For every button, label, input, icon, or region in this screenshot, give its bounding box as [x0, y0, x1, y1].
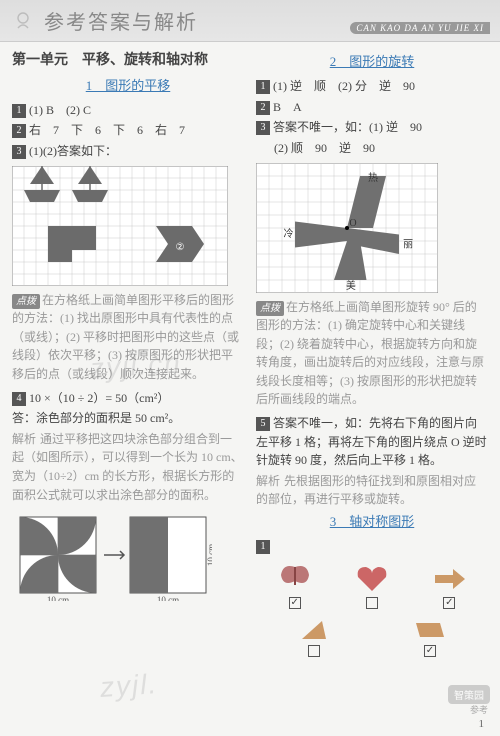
- check-row-2: ✓: [256, 645, 488, 657]
- composite-diagram: 10 cm 10 cm 10 cm: [12, 509, 244, 607]
- r-q5-exp-label: 解析: [256, 474, 280, 488]
- header-icon: [10, 8, 36, 34]
- q4-answer: 答：涂色部分的面积是 50 cm²。: [12, 409, 244, 428]
- r-q5-text: 答案不唯一，如：先将右下角的图片向左平移 1 格；再将左下角的图片绕点 O 逆时…: [256, 416, 487, 467]
- check-1: ✓: [289, 597, 301, 609]
- q3: 3(1)(2)答案如下：: [12, 142, 244, 161]
- q4-exp: 解析通过平移把这四块涂色部分组合到一起（如图所示），可以得到一个长为 10 cm…: [12, 430, 244, 504]
- tip2-text: 在方格纸上画简单图形旋转 90° 后的图形的方法：(1) 确定旋转中心和关键线段…: [256, 300, 484, 407]
- check-2: [366, 597, 378, 609]
- check-4: [308, 645, 320, 657]
- page-number: 1: [479, 718, 485, 730]
- tip1-text: 在方格纸上画简单图形平移后的图形的方法：(1) 找出原图形中具有代表性的点（或线…: [12, 293, 239, 381]
- q3-text: (1)(2)答案如下：: [29, 144, 117, 158]
- page-header: 参考答案与解析 CAN KAO DA AN YU JIE XI: [0, 0, 500, 42]
- qnum-4: 4: [12, 392, 26, 406]
- page-body: 第一单元 平移、旋转和轴对称 1 图形的平移 1(1) B (2) C 2右 7…: [0, 42, 500, 712]
- svg-text:丽: 丽: [403, 239, 413, 250]
- grid1-svg: ②: [12, 166, 228, 286]
- q4-exp-label: 解析: [12, 432, 36, 446]
- shape-butterfly: [275, 561, 315, 595]
- shape-parallelogram: [410, 615, 450, 643]
- r-qnum-2: 2: [256, 101, 270, 115]
- grid2-svg: 热冷美 丽 O: [256, 163, 438, 293]
- footer-caption: 参考: [470, 703, 488, 716]
- diagram1-svg: 10 cm 10 cm 10 cm: [12, 509, 212, 601]
- qnum-1: 1: [12, 104, 26, 118]
- shape-arrow: [429, 561, 469, 595]
- tip1-label: 点拨: [12, 294, 40, 310]
- r-q5: 5答案不唯一，如：先将右下角的图片向左平移 1 格；再将左下角的图片绕点 O 逆…: [256, 414, 488, 470]
- svg-text:②: ②: [176, 242, 185, 253]
- shape-triangle: [294, 615, 334, 643]
- shapes-row-2: [256, 615, 488, 643]
- qnum-2: 2: [12, 124, 26, 138]
- check-row-1: ✓ ✓: [256, 597, 488, 609]
- section3-title: 3 轴对称图形: [256, 512, 488, 532]
- q4-exp-text: 通过平移把这四块涂色部分组合到一起（如图所示），可以得到一个长为 10 cm、宽…: [12, 432, 243, 502]
- section2-title: 2 图形的旋转: [256, 52, 488, 72]
- r-q-s3: 1: [256, 537, 488, 556]
- q1: 1(1) B (2) C: [12, 101, 244, 120]
- svg-text:10 cm: 10 cm: [47, 595, 69, 601]
- r-qnum-1: 1: [256, 80, 270, 94]
- r-q1-text: (1) 逆 顺 (2) 分 逆 90: [273, 79, 415, 93]
- r-qnum-3: 3: [256, 121, 270, 135]
- r-q3: 3答案不唯一，如：(1) 逆 90: [256, 118, 488, 137]
- badge: 智策园: [448, 685, 490, 704]
- svg-text:冷: 冷: [284, 227, 294, 240]
- tip1: 点拨在方格纸上画简单图形平移后的图形的方法：(1) 找出原图形中具有代表性的点（…: [12, 291, 244, 384]
- r-q5-exp-text: 先根据图形的特征找到和原图相对应的部位，再进行平移或旋转。: [256, 474, 476, 507]
- grid-figure-2: 热冷美 丽 O: [256, 163, 488, 293]
- shape-heart: [352, 561, 392, 595]
- r-qnum-s3-1: 1: [256, 540, 270, 554]
- r-q3a-text: 答案不唯一，如：(1) 逆 90: [273, 120, 422, 134]
- r-q2: 2B A: [256, 98, 488, 117]
- check-3: ✓: [443, 597, 455, 609]
- q2-text: 右 7 下 6 下 6 右 7: [29, 123, 185, 137]
- q4-expr: 10 ×（10 ÷ 2）= 50（cm²）: [29, 391, 169, 405]
- tip2-label: 点拨: [256, 301, 284, 317]
- check-5: ✓: [424, 645, 436, 657]
- svg-text:美: 美: [346, 279, 356, 292]
- svg-text:10 cm: 10 cm: [157, 595, 179, 601]
- tip2: 点拨在方格纸上画简单图形旋转 90° 后的图形的方法：(1) 确定旋转中心和关键…: [256, 298, 488, 410]
- unit-title: 第一单元 平移、旋转和轴对称: [12, 50, 244, 72]
- r-q1: 1(1) 逆 顺 (2) 分 逆 90: [256, 77, 488, 96]
- q1-text: (1) B (2) C: [29, 103, 91, 117]
- svg-text:O: O: [349, 218, 356, 229]
- r-q3b: (2) 顺 90 逆 90: [256, 139, 488, 158]
- r-q2-text: B A: [273, 100, 302, 114]
- left-column: 第一单元 平移、旋转和轴对称 1 图形的平移 1(1) B (2) C 2右 7…: [12, 50, 244, 708]
- right-column: 2 图形的旋转 1(1) 逆 顺 (2) 分 逆 90 2B A 3答案不唯一，…: [256, 50, 488, 708]
- shapes-row-1: [256, 561, 488, 595]
- section1-title: 1 图形的平移: [12, 76, 244, 96]
- header-title: 参考答案与解析: [44, 6, 198, 35]
- r-qnum-5: 5: [256, 417, 270, 431]
- header-pinyin: CAN KAO DA AN YU JIE XI: [350, 22, 490, 34]
- q2: 2右 7 下 6 下 6 右 7: [12, 121, 244, 140]
- svg-text:热: 热: [368, 171, 378, 184]
- q4: 410 ×（10 ÷ 2）= 50（cm²）: [12, 389, 244, 408]
- r-q5-exp: 解析先根据图形的特征找到和原图相对应的部位，再进行平移或旋转。: [256, 472, 488, 509]
- grid-figure-1: ②: [12, 166, 244, 286]
- svg-text:10 cm: 10 cm: [206, 544, 212, 566]
- qnum-3: 3: [12, 145, 26, 159]
